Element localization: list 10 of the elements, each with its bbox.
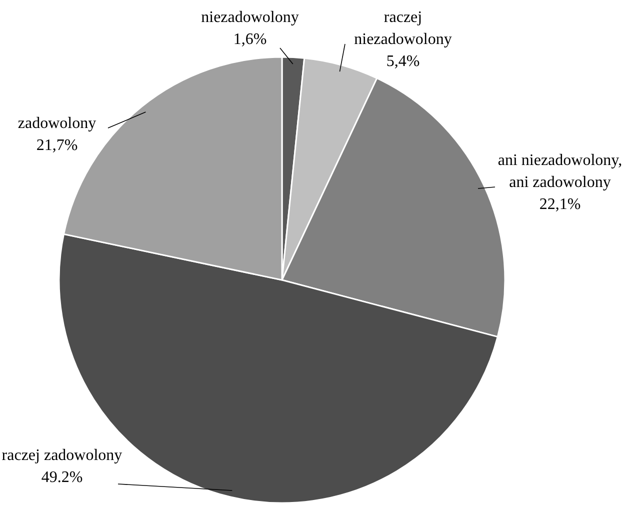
slice-label: zadowolony — [18, 115, 96, 132]
data-label: 49.2% — [41, 469, 83, 486]
slice-label: raczej zadowolony — [2, 447, 122, 464]
data-label: 1,6% — [233, 31, 267, 48]
data-label: 22,1% — [539, 196, 581, 213]
slice-label: niezadowolony — [201, 9, 299, 26]
data-label: 5,4% — [386, 53, 420, 70]
data-label: 21,7% — [36, 137, 78, 154]
slice-label: raczej niezadowolony — [354, 9, 452, 48]
slice-label: ani niezadowolony, ani zadowolony — [498, 152, 622, 191]
